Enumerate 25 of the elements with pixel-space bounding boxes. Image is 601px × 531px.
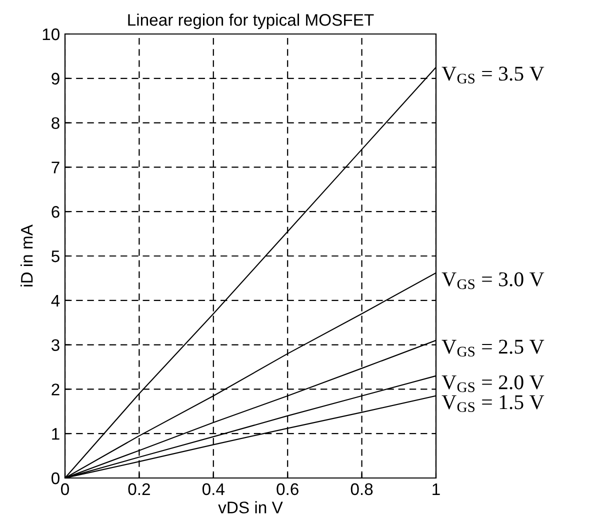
x-tick-label: 0.8 xyxy=(350,483,373,496)
x-tick-label: 0 xyxy=(61,483,69,496)
series-label: V$_{GS}$ = 3.0 V xyxy=(442,272,544,290)
x-axis-title: vDS in V xyxy=(218,501,283,514)
y-tick-label: 3 xyxy=(52,339,60,352)
x-tick-label: 0.6 xyxy=(276,483,298,496)
y-tick-label: 6 xyxy=(52,206,60,218)
y-tick-label: 0 xyxy=(52,472,60,484)
x-tick-label: 0.4 xyxy=(202,483,224,496)
y-tick-label: 10 xyxy=(42,28,60,40)
x-tick-label: 0.2 xyxy=(128,483,150,496)
y-tick-label: 2 xyxy=(52,384,60,396)
y-tick-label: 8 xyxy=(52,117,60,130)
y-tick-label: 5 xyxy=(52,250,60,262)
y-tick-label: 7 xyxy=(52,162,60,174)
y-axis-title: iD in mA xyxy=(20,224,33,286)
series-label: V$_{GS}$ = 2.0 V xyxy=(442,375,544,392)
y-tick-label: 1 xyxy=(52,428,60,440)
chart-title: Linear region for typical MOSFET xyxy=(128,14,374,30)
y-tick-label: 9 xyxy=(52,72,60,85)
x-tick-label: 1 xyxy=(432,483,440,495)
series-label: V$_{GS}$ = 1.5 V xyxy=(442,395,544,412)
series-label: V$_{GS}$ = 2.5 V xyxy=(442,340,544,357)
series-label: V$_{GS}$ = 3.5 V xyxy=(442,66,544,84)
y-tick-label: 4 xyxy=(51,294,60,306)
